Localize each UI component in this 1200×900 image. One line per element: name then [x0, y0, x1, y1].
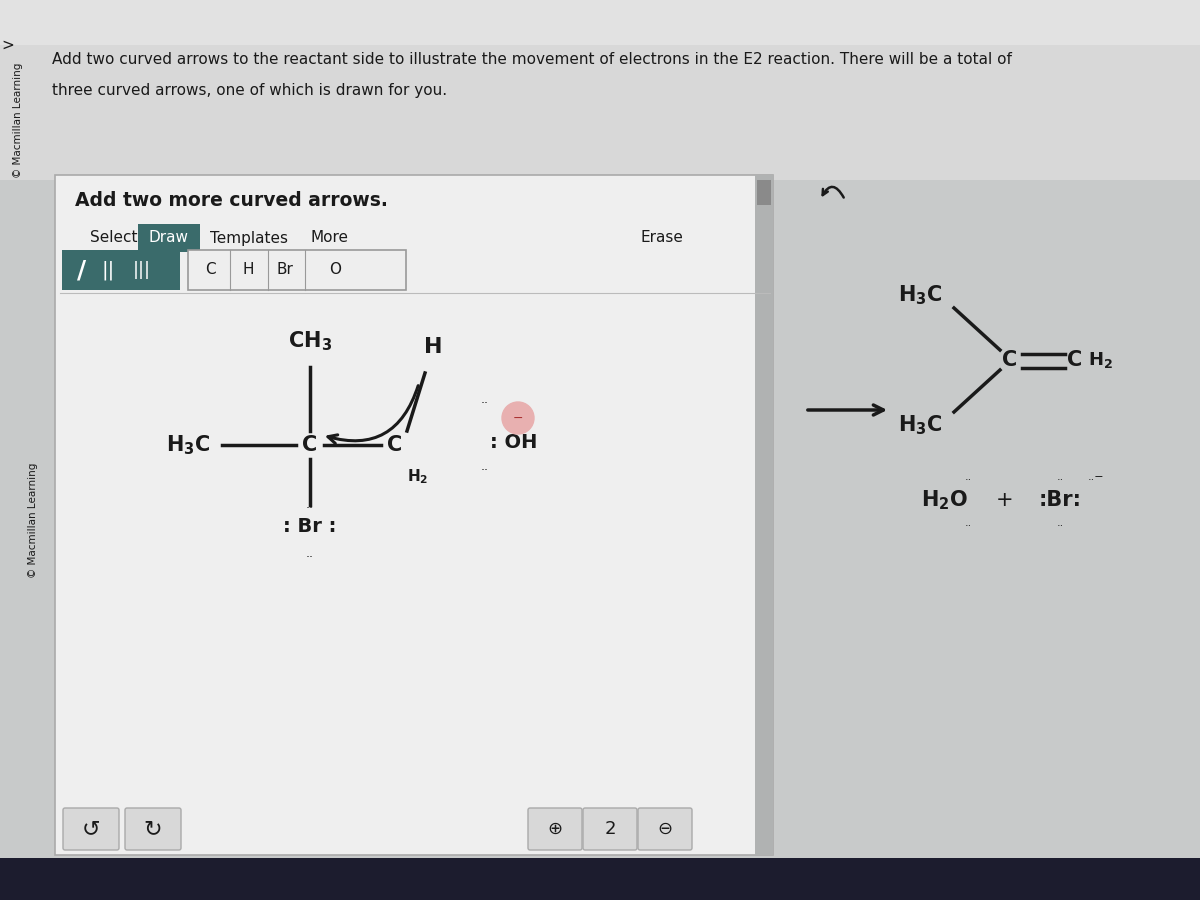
Text: ↻: ↻: [144, 819, 162, 839]
Text: C: C: [1067, 350, 1082, 370]
Text: ↺: ↺: [82, 819, 101, 839]
FancyBboxPatch shape: [638, 808, 692, 850]
Text: Templates: Templates: [210, 230, 288, 246]
Text: :Br:: :Br:: [1038, 490, 1081, 510]
FancyBboxPatch shape: [55, 175, 773, 855]
FancyBboxPatch shape: [0, 858, 1200, 900]
Text: © Macmillan Learning: © Macmillan Learning: [13, 62, 23, 177]
Text: C: C: [302, 435, 318, 455]
Text: $\mathregular{H_2}$: $\mathregular{H_2}$: [1088, 350, 1112, 370]
FancyBboxPatch shape: [0, 0, 1200, 180]
Text: ..−: ..−: [1088, 472, 1105, 482]
Text: ..: ..: [306, 498, 314, 511]
Text: H: H: [424, 337, 443, 357]
Text: $\mathregular{H_3C}$: $\mathregular{H_3C}$: [898, 284, 942, 307]
FancyBboxPatch shape: [0, 0, 1200, 45]
Text: /: /: [78, 258, 86, 282]
Text: : OH: : OH: [490, 433, 538, 452]
Text: © Macmillan Learning: © Macmillan Learning: [28, 463, 38, 578]
Text: : Br :: : Br :: [283, 517, 337, 536]
Text: $\mathregular{H_2}$: $\mathregular{H_2}$: [407, 467, 428, 486]
Text: ⊕: ⊕: [547, 820, 563, 838]
Text: H: H: [242, 263, 253, 277]
Text: +: +: [996, 490, 1014, 510]
Text: ..: ..: [965, 518, 972, 528]
Text: Add two more curved arrows.: Add two more curved arrows.: [74, 191, 388, 210]
Text: >: >: [1, 38, 14, 52]
Text: 2: 2: [605, 820, 616, 838]
FancyBboxPatch shape: [188, 250, 406, 290]
Text: ..: ..: [481, 460, 490, 473]
Text: |||: |||: [133, 261, 151, 279]
Text: Select: Select: [90, 230, 138, 246]
FancyBboxPatch shape: [64, 808, 119, 850]
Text: ..: ..: [306, 547, 314, 560]
Text: Erase: Erase: [640, 230, 683, 246]
Text: ⊖: ⊖: [658, 820, 672, 838]
Text: ||: ||: [101, 260, 115, 280]
Text: $\mathregular{H_3C}$: $\mathregular{H_3C}$: [898, 413, 942, 436]
FancyBboxPatch shape: [583, 808, 637, 850]
Text: C: C: [388, 435, 403, 455]
Text: O: O: [329, 263, 341, 277]
Text: More: More: [310, 230, 348, 246]
FancyBboxPatch shape: [757, 180, 772, 205]
FancyBboxPatch shape: [125, 808, 181, 850]
FancyBboxPatch shape: [62, 250, 180, 290]
FancyBboxPatch shape: [755, 175, 773, 855]
Text: $\mathregular{CH_3}$: $\mathregular{CH_3}$: [288, 329, 332, 353]
Text: ..: ..: [965, 472, 972, 482]
Text: three curved arrows, one of which is drawn for you.: three curved arrows, one of which is dra…: [52, 83, 448, 97]
FancyBboxPatch shape: [138, 224, 200, 252]
Text: Draw: Draw: [149, 230, 190, 246]
Text: ..: ..: [1056, 472, 1063, 482]
Text: $\mathregular{H_3C}$: $\mathregular{H_3C}$: [166, 433, 210, 457]
Text: ..: ..: [1056, 518, 1063, 528]
Text: ..: ..: [481, 393, 490, 406]
Text: C: C: [1002, 350, 1018, 370]
Text: −: −: [512, 411, 523, 425]
Text: Br: Br: [276, 263, 294, 277]
Text: $\mathregular{H_2O}$: $\mathregular{H_2O}$: [922, 488, 968, 512]
Circle shape: [502, 402, 534, 434]
Text: C: C: [205, 263, 215, 277]
FancyBboxPatch shape: [528, 808, 582, 850]
Text: Add two curved arrows to the reactant side to illustrate the movement of electro: Add two curved arrows to the reactant si…: [52, 52, 1012, 68]
